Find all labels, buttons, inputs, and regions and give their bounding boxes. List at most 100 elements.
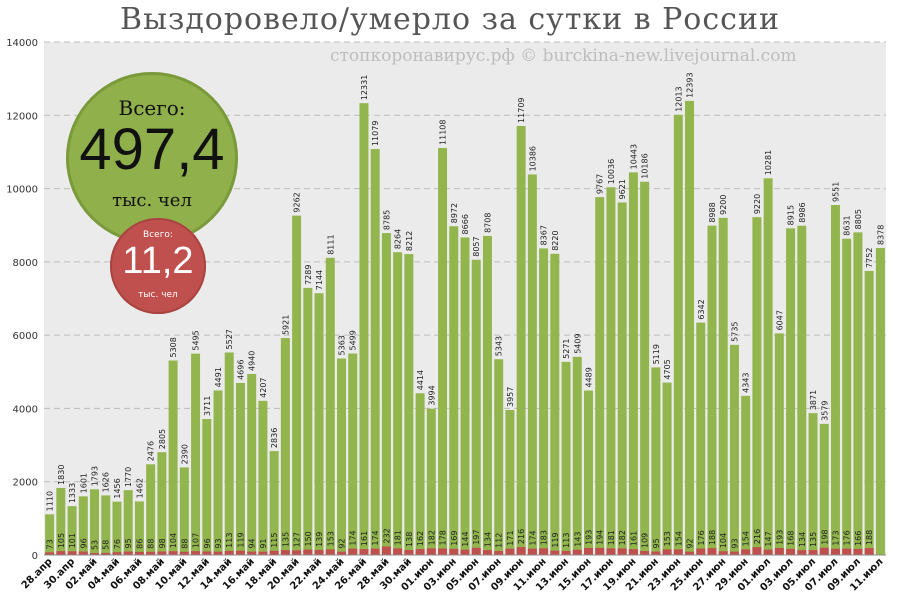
deaths-bar xyxy=(449,548,459,555)
recovered-value-label: 2390 xyxy=(180,444,189,464)
recovered-bar xyxy=(763,178,773,555)
recovered-bar xyxy=(381,233,391,555)
recovered-bar xyxy=(628,172,638,556)
deaths-bar xyxy=(539,548,549,555)
deaths-bar xyxy=(797,550,807,555)
deaths-value-label: 119 xyxy=(551,532,560,547)
recovered-value-label: 1462 xyxy=(135,478,144,498)
deaths-value-label: 188 xyxy=(708,530,717,545)
deaths-value-label: 101 xyxy=(68,533,77,548)
recovered-value-label: 5495 xyxy=(192,330,201,350)
deaths-total-badge: Всего: 11,2 тыс. чел xyxy=(110,218,206,314)
recovered-bar xyxy=(774,333,784,555)
y-tick-label: 4000 xyxy=(13,404,38,415)
deaths-bar xyxy=(606,548,616,555)
recovered-bar xyxy=(202,419,212,555)
recovered-value-label: 8212 xyxy=(405,231,414,251)
deaths-bar xyxy=(146,551,156,555)
deaths-value-label: 95 xyxy=(652,538,661,548)
recovered-bar xyxy=(269,451,279,555)
deaths-value-label: 154 xyxy=(742,531,751,546)
recovered-bar xyxy=(539,248,549,555)
recovered-bar xyxy=(673,114,683,555)
deaths-bar xyxy=(112,552,122,555)
deaths-value-label: 166 xyxy=(854,531,863,546)
recovered-bar xyxy=(258,400,268,555)
deaths-value-label: 198 xyxy=(820,529,829,544)
recovered-value-label: 8805 xyxy=(854,209,863,229)
deaths-value-label: 178 xyxy=(439,530,448,545)
recovered-bar xyxy=(247,373,257,555)
deaths-bar xyxy=(572,549,582,555)
deaths-value-label: 58 xyxy=(102,540,111,550)
deaths-value-label: 115 xyxy=(270,533,279,548)
recovered-value-label: 8988 xyxy=(708,202,717,222)
recovered-value-label: 4343 xyxy=(742,373,751,393)
recovered-bar xyxy=(426,408,436,555)
recovered-bar xyxy=(146,464,156,555)
deaths-value-label: 162 xyxy=(416,531,425,546)
y-tick-label: 0 xyxy=(32,551,38,562)
deaths-bar xyxy=(741,549,751,555)
deaths-value-label: 182 xyxy=(427,530,436,545)
deaths-bar xyxy=(213,551,223,555)
deaths-value-label: 150 xyxy=(304,531,313,546)
recovered-value-label: 1830 xyxy=(57,465,66,485)
recovered-bar xyxy=(56,487,66,555)
deaths-value-label: 86 xyxy=(135,539,144,549)
recovered-value-label: 8057 xyxy=(472,236,481,256)
recovered-value-label: 8972 xyxy=(450,203,459,223)
recovered-value-label: 4414 xyxy=(416,370,425,390)
deaths-bar xyxy=(550,550,560,555)
deaths-bar xyxy=(786,548,796,555)
deaths-bar xyxy=(707,548,717,555)
deaths-value-label: 95 xyxy=(124,538,133,548)
recovered-bar xyxy=(45,514,55,555)
recovered-value-label: 9621 xyxy=(618,179,627,199)
recovered-bar xyxy=(617,202,627,555)
deaths-value-label: 109 xyxy=(641,533,650,548)
recovered-value-label: 5921 xyxy=(281,315,290,335)
deaths-bar xyxy=(853,548,863,555)
deaths-value-label: 181 xyxy=(607,530,616,545)
deaths-value-label: 144 xyxy=(461,531,470,546)
deaths-bar xyxy=(280,550,290,555)
deaths-value-label: 93 xyxy=(730,538,739,548)
deaths-bar xyxy=(359,549,369,555)
recovered-value-label: 4705 xyxy=(663,359,672,379)
recovered-value-label: 10386 xyxy=(528,146,537,171)
recovered-value-label: 11079 xyxy=(371,121,380,146)
recovered-bar xyxy=(292,215,302,555)
deaths-value-label: 143 xyxy=(573,531,582,546)
deaths-bar xyxy=(864,548,874,555)
recovered-bar xyxy=(808,413,818,555)
deaths-value-label: 176 xyxy=(697,530,706,545)
deaths-value-label: 154 xyxy=(674,531,683,546)
y-tick-label: 10000 xyxy=(6,185,38,196)
recovered-bar xyxy=(819,423,829,555)
recovered-value-label: 3994 xyxy=(427,385,436,405)
deaths-value-label: 76 xyxy=(113,539,122,549)
recovered-bar xyxy=(797,225,807,555)
recovered-bar xyxy=(830,205,840,555)
recovered-bar xyxy=(191,353,201,555)
recovered-value-label: 8378 xyxy=(876,225,885,245)
deaths-bar xyxy=(292,550,302,555)
deaths-value-label: 53 xyxy=(91,540,100,550)
recovered-value-label: 5735 xyxy=(730,321,739,341)
recovered-bar xyxy=(438,147,448,556)
recovered-bar xyxy=(168,360,178,555)
deaths-bar xyxy=(595,547,605,555)
recovered-bar xyxy=(449,226,459,555)
recovered-value-label: 8367 xyxy=(540,225,549,245)
recovered-value-label: 7144 xyxy=(315,270,324,290)
deaths-bar xyxy=(774,547,784,555)
deaths-bar xyxy=(718,551,728,555)
deaths-bar xyxy=(830,548,840,555)
recovered-value-label: 4696 xyxy=(236,360,245,380)
recovered-bar xyxy=(460,237,470,555)
deaths-value-label: 134 xyxy=(798,532,807,547)
recovered-bar xyxy=(314,293,324,555)
recovered-value-label: 1793 xyxy=(91,466,100,486)
deaths-value-label: 73 xyxy=(46,539,55,549)
